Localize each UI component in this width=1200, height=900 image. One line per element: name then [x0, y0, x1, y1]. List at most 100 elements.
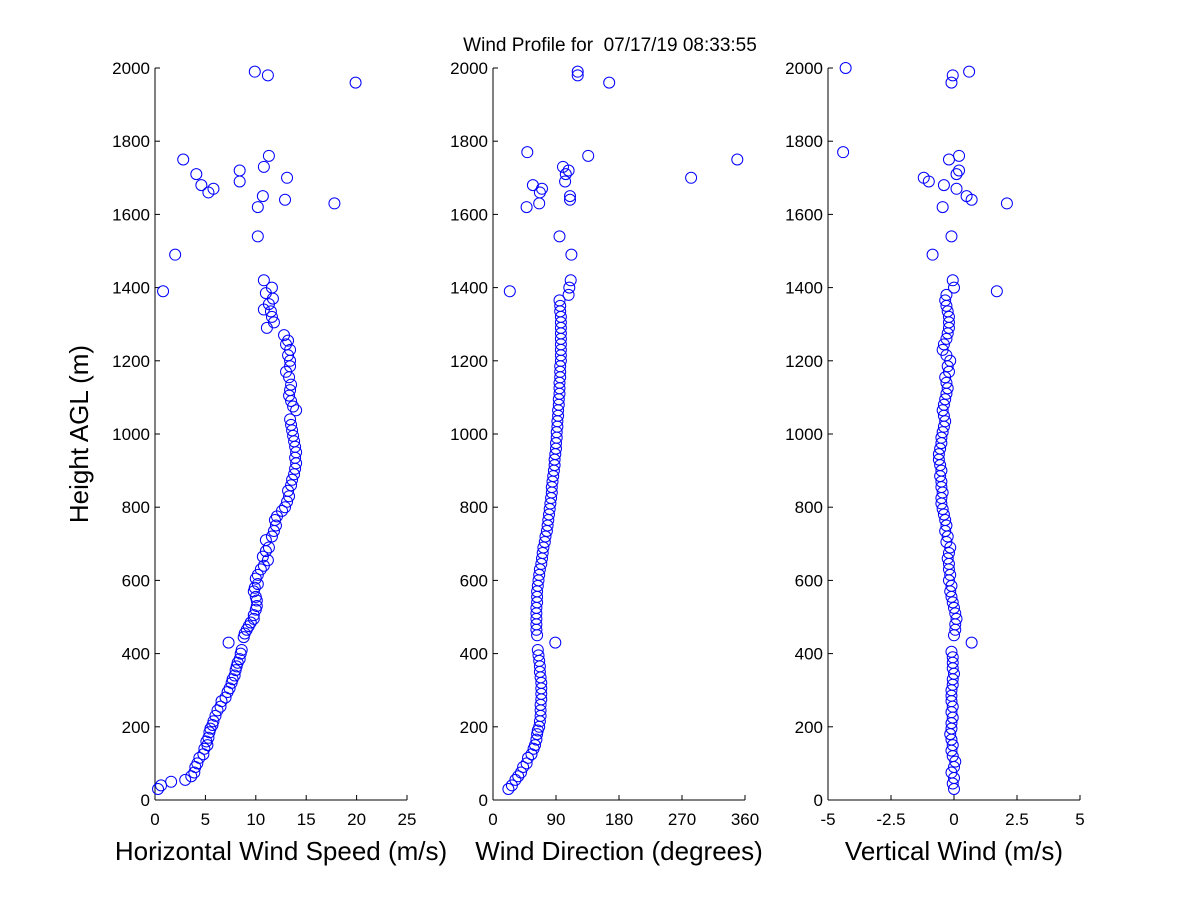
y-tick-label: 1000	[112, 425, 150, 444]
data-point	[949, 755, 962, 768]
y-tick-label: 600	[795, 571, 823, 590]
data-point	[990, 285, 1003, 298]
y-tick-label: 200	[795, 718, 823, 737]
data-point	[198, 742, 211, 755]
data-point	[247, 609, 260, 622]
data-point	[946, 274, 959, 287]
data-point	[940, 519, 953, 532]
data-point	[1000, 197, 1013, 210]
data-point	[177, 153, 190, 166]
data-point	[837, 146, 850, 159]
y-tick-label: 1800	[785, 132, 823, 151]
data-point	[152, 783, 165, 796]
data-point	[202, 731, 215, 744]
data-point	[941, 382, 954, 395]
data-point	[290, 404, 303, 417]
data-point	[282, 484, 295, 497]
data-point	[502, 783, 515, 796]
data-point	[685, 171, 698, 184]
data-point	[936, 404, 949, 417]
y-tick-label: 2000	[785, 59, 823, 78]
data-point	[256, 190, 269, 203]
x-tick-label: 0	[150, 810, 159, 829]
data-point	[553, 294, 566, 307]
x-tick-label: 90	[547, 810, 566, 829]
data-point	[945, 230, 958, 243]
y-tick-label: 0	[479, 791, 488, 810]
data-point	[179, 773, 192, 786]
data-point	[945, 766, 958, 779]
y-tick-label: 2000	[112, 59, 150, 78]
y-tick-label: 1200	[785, 352, 823, 371]
data-points	[837, 62, 1013, 796]
data-point	[284, 384, 297, 397]
data-point	[946, 651, 959, 664]
data-point	[950, 168, 963, 181]
data-point	[565, 248, 578, 261]
data-point	[209, 709, 222, 722]
data-point	[557, 160, 569, 173]
y-tick-label: 1200	[450, 352, 488, 371]
y-tick-label: 1600	[785, 205, 823, 224]
y-tick-label: 1800	[450, 132, 488, 151]
data-point	[157, 285, 170, 298]
data-point	[922, 175, 935, 188]
data-point	[222, 636, 235, 649]
y-tick-label: 200	[460, 718, 488, 737]
x-tick-label: 360	[731, 810, 759, 829]
data-point	[269, 519, 282, 532]
data-point	[267, 316, 280, 329]
data-point	[963, 65, 976, 78]
data-point	[262, 149, 275, 162]
data-point	[941, 305, 954, 318]
data-point	[259, 534, 272, 547]
data-point	[286, 473, 299, 486]
data-point	[562, 288, 575, 301]
y-axis-label: Height AGL (m)	[64, 345, 94, 523]
data-point	[261, 69, 274, 82]
y-tick-label: 0	[814, 791, 823, 810]
data-point	[276, 504, 289, 517]
data-point	[281, 171, 294, 184]
panel-3: 0 200 400 600 800 1000 1200 1400 1600 1800 2000 -5 -…	[785, 59, 1085, 866]
data-point	[265, 310, 278, 323]
data-point	[165, 775, 178, 788]
data-point	[512, 770, 525, 783]
data-point	[257, 274, 270, 287]
y-tick-label: 800	[460, 498, 488, 517]
data-point	[945, 645, 958, 658]
x-tick-label: 15	[297, 810, 316, 829]
data-point	[950, 612, 963, 625]
x-axis-label: Wind Direction (degrees)	[475, 836, 763, 866]
data-point	[191, 757, 204, 770]
data-point	[285, 378, 298, 391]
y-tick-label: 2000	[450, 59, 488, 78]
y-tick-label: 400	[795, 645, 823, 664]
data-point	[521, 146, 534, 159]
panel-2: 0 200 400 600 800 1000 1200 1400 1600 1800 2000 0 90…	[450, 59, 763, 866]
x-tick-label: 0	[488, 810, 497, 829]
y-tick-label: 1600	[450, 205, 488, 224]
data-point	[265, 281, 278, 294]
data-point	[582, 149, 595, 162]
data-point	[946, 596, 959, 609]
y-tick-label: 800	[122, 498, 150, 517]
data-point	[945, 76, 958, 89]
data-point	[349, 76, 362, 89]
data-point	[946, 739, 959, 752]
data-point	[937, 338, 950, 351]
data-point	[936, 426, 949, 439]
data-point	[278, 329, 291, 342]
data-point	[941, 552, 954, 565]
y-tick-label: 600	[460, 571, 488, 590]
data-point	[193, 751, 206, 764]
data-point	[554, 299, 567, 312]
data-point	[731, 153, 744, 166]
data-point	[932, 448, 945, 461]
data-point	[531, 728, 544, 741]
y-tick-label: 1000	[785, 425, 823, 444]
y-tick-label: 600	[122, 571, 150, 590]
data-point	[942, 310, 955, 323]
